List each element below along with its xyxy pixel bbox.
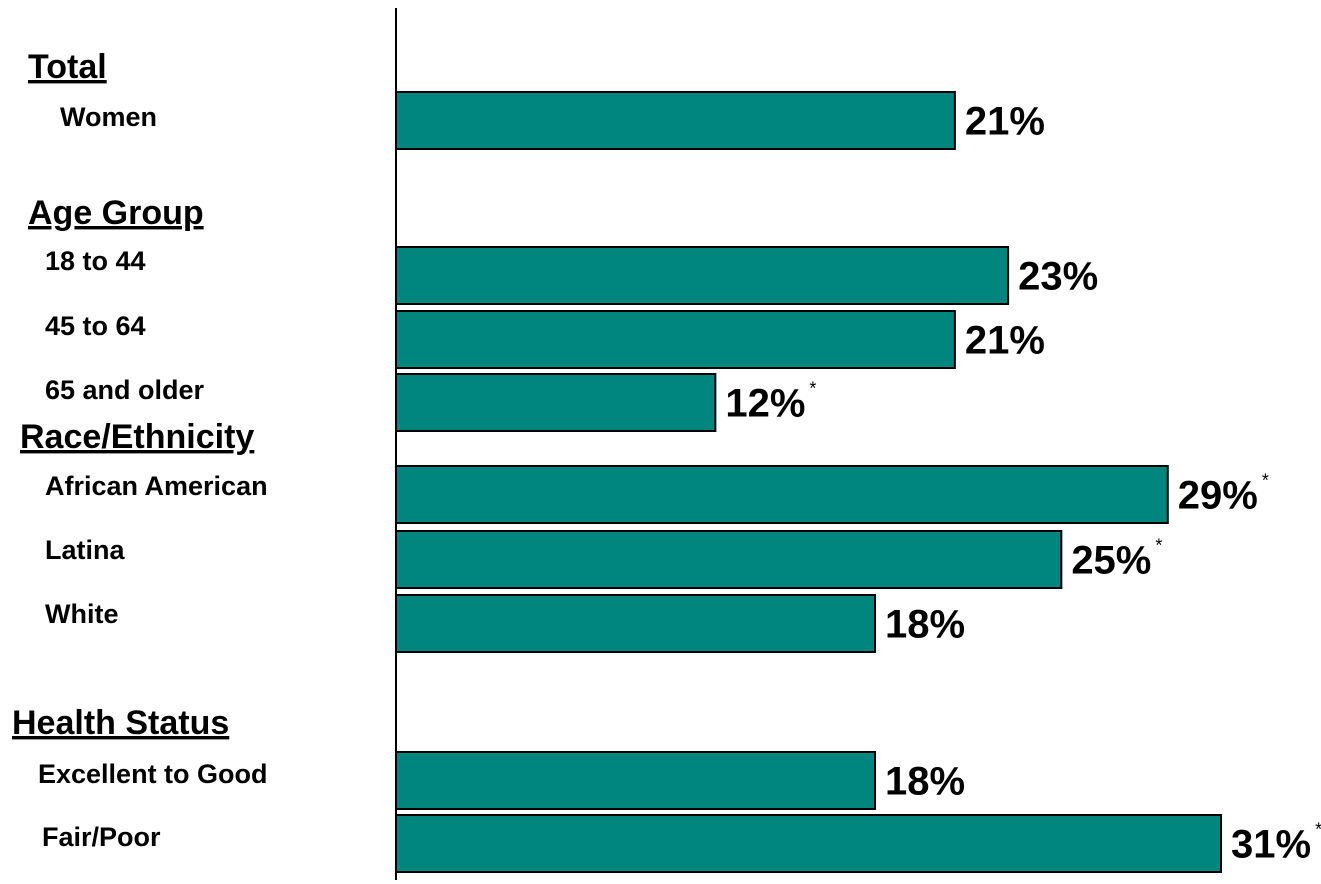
bar xyxy=(395,751,877,810)
bar xyxy=(395,246,1010,305)
category-label: 45 to 64 xyxy=(45,311,146,341)
category-label: Women xyxy=(60,102,157,132)
category-label: African American xyxy=(45,471,268,501)
value-label: 21% xyxy=(965,319,1045,363)
significance-mark: * xyxy=(809,379,816,399)
category-label: 65 and older xyxy=(45,375,205,405)
value-label: 25% xyxy=(1071,539,1151,583)
bar xyxy=(395,310,956,369)
category-label: Fair/Poor xyxy=(42,822,161,852)
value-label: 29% xyxy=(1178,474,1258,518)
value-label: 18% xyxy=(885,603,965,647)
category-label: Latina xyxy=(45,535,125,565)
bar xyxy=(395,373,717,432)
group-label-health-status: Health Status xyxy=(12,704,229,742)
category-label: White xyxy=(45,599,119,629)
bar xyxy=(395,91,956,150)
category-label: 18 to 44 xyxy=(45,246,146,276)
group-label-total: Total xyxy=(28,48,107,86)
bar xyxy=(395,465,1169,524)
value-label: 18% xyxy=(885,760,965,804)
bar xyxy=(395,530,1063,589)
group-label-race-ethnicity: Race/Ethnicity xyxy=(20,418,254,456)
significance-mark: * xyxy=(1155,536,1162,556)
group-label-age-group: Age Group xyxy=(28,194,204,232)
value-label: 23% xyxy=(1018,255,1098,299)
bar xyxy=(395,814,1222,873)
value-label: 12% xyxy=(725,382,805,426)
bar xyxy=(395,594,877,653)
value-label: 21% xyxy=(965,100,1045,144)
value-label: 31% xyxy=(1231,823,1311,867)
category-label: Excellent to Good xyxy=(38,759,268,789)
significance-mark: * xyxy=(1262,471,1269,491)
significance-mark: * xyxy=(1315,820,1321,840)
